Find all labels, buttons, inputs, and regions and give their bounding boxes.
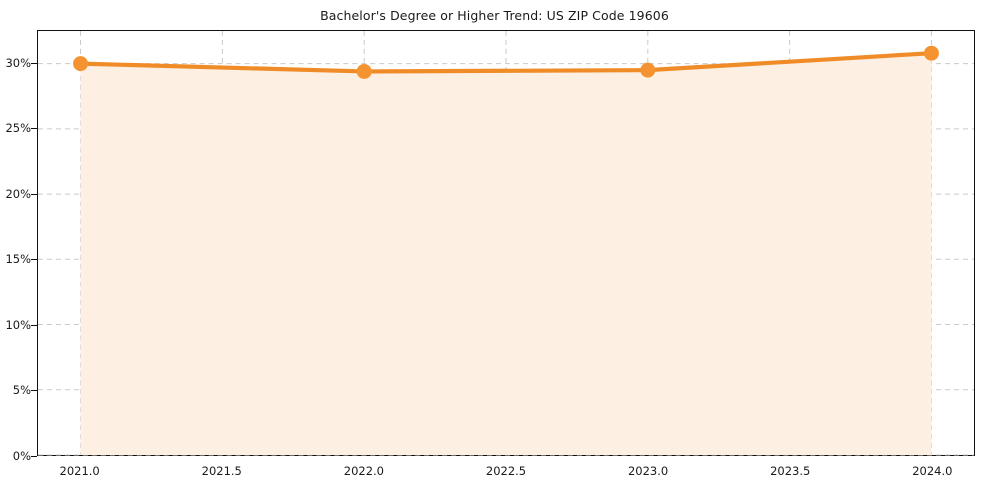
y-tick-label: 0% [12,449,31,463]
y-tick-mark [31,259,37,261]
series-line-and-markers [73,45,939,79]
y-tick-mark [31,390,37,392]
y-tick-mark [31,324,37,326]
y-tick-label: 10% [5,317,31,332]
x-tick-label: 2022.5 [485,464,527,478]
x-tick-label: 2024.0 [912,464,953,478]
x-tick-label: 2021.5 [201,464,242,478]
y-tick-label: 5% [12,383,31,398]
y-axis-tick-marks [0,30,37,457]
y-tick-mark [31,456,37,457]
data-point-marker [356,63,372,79]
y-tick-label: 25% [5,121,31,136]
y-tick-label: 20% [5,186,31,201]
data-point-marker [640,62,656,78]
y-tick-label: 30% [5,55,31,70]
x-tick-label: 2023.0 [627,464,669,478]
x-axis-tick-labels: 2021.0 2021.5 2022.0 2022.5 2023.0 2023.5 2024… [37,456,975,490]
y-tick-mark [31,128,37,130]
x-tick-label: 2021.0 [59,464,100,478]
y-tick-mark [31,62,37,64]
data-point-marker [923,45,939,61]
x-tick-label: 2022.0 [343,464,384,478]
y-axis-tick-labels: 0% 5% 10% 15% 20% 25% 30% [0,30,31,463]
y-tick-label: 15% [5,252,31,267]
series-area-fill [80,53,932,455]
data-point-marker [73,56,89,72]
y-tick-mark [31,193,37,195]
x-tick-label: 2023.5 [770,464,811,478]
chart-title: Bachelor's Degree or Higher Trend: US ZI… [320,8,669,23]
plot-area [37,30,975,456]
